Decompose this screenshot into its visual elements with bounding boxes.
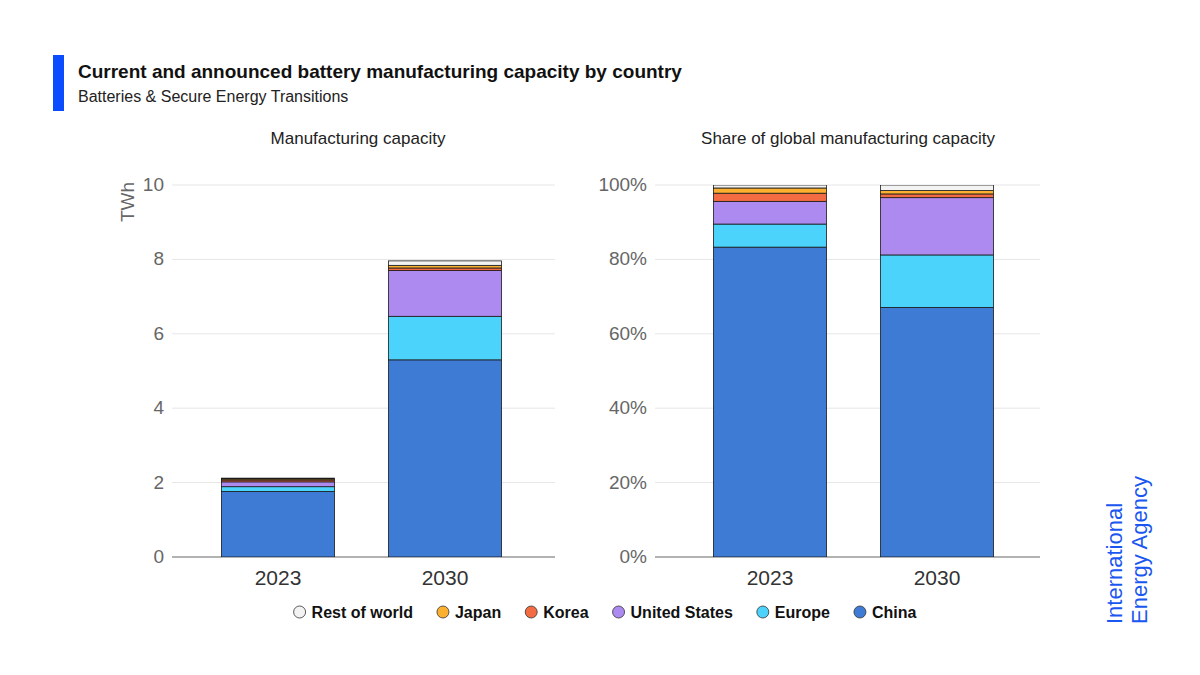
y-tick-label: 100% [598,174,647,195]
legend-swatch [613,606,625,618]
y-tick-label: 80% [609,248,647,269]
legend: Rest of world Japan Korea United States Euro… [294,604,917,621]
bar-segment: Europe [714,224,827,247]
y-tick-label: 60% [609,323,647,344]
bars: ChinaEuropeUnited StatesKoreaJapanRest o… [222,261,502,557]
bar-segment: Rest of world [389,261,502,265]
legend-label: United States [631,604,733,621]
y-axis-label: TWh [117,182,138,222]
y-tick-label: 40% [609,397,647,418]
y-tick-label: 2 [153,472,164,493]
bar-segment: Japan [222,479,335,480]
bars: ChinaEuropeUnited StatesKoreaJapanRest o… [714,185,994,557]
header-accent [53,55,64,111]
bar-segment: Rest of world [222,478,335,480]
logo: InternationalEnergy Agency [1102,476,1152,624]
y-tick-label: 4 [153,397,164,418]
logo-line: Energy Agency [1127,476,1152,624]
bar-segment: China [222,492,335,557]
bar-segment: Rest of world [881,185,994,191]
y-tick-label: 20% [609,472,647,493]
y-tick-label: 10 [143,174,164,195]
grid-line [172,259,555,260]
x-tick-label: 2023 [747,566,794,589]
bar-segment: China [389,360,502,557]
x-tick-label: 2030 [914,566,961,589]
logo-line: International [1102,503,1127,624]
title: Current and announced battery manufactur… [78,61,682,82]
bar-segment: Rest of world [714,185,827,188]
y-tick-label: 0% [620,546,648,567]
legend-swatch [437,606,449,618]
grid-line [172,185,555,186]
x-tick-label: 2030 [422,566,469,589]
bar-segment: Japan [714,188,827,193]
bar-segment: Europe [222,487,335,492]
legend-swatch [854,606,866,618]
chart-root: Current and announced battery manufactur… [0,0,1200,675]
legend-label: China [872,604,917,621]
subtitle: Batteries & Secure Energy Transitions [78,88,348,105]
x-tick-label: 2023 [255,566,302,589]
bar-segment: China [714,247,827,557]
panel: Share of global manufacturing capacity 0%… [598,129,1040,589]
legend-swatch [757,606,769,618]
panel: Manufacturing capacityTWh0246810ChinaEur… [117,129,555,589]
bar-segment: United States [881,198,994,255]
legend-label: Japan [455,604,501,621]
bar-segment: Korea [881,194,994,198]
bar-segment: United States [714,201,827,224]
legend-label: Korea [543,604,588,621]
y-tick-label: 6 [153,323,164,344]
legend-label: Europe [775,604,830,621]
y-tick-label: 0 [153,546,164,567]
bar-segment: Europe [389,316,502,360]
legend-swatch [525,606,537,618]
bar-segment: United States [222,482,335,487]
bar-segment: Korea [714,193,827,201]
legend-swatch [294,606,306,618]
panel-title: Share of global manufacturing capacity [701,129,995,148]
bar-segment: Europe [881,255,994,307]
legend-label: Rest of world [312,604,413,621]
y-tick-label: 8 [153,248,164,269]
panel-title: Manufacturing capacity [271,129,446,148]
bar-segment: Japan [881,191,994,194]
bar-segment: United States [389,271,502,317]
bar-segment: China [881,307,994,557]
background [0,0,1200,675]
